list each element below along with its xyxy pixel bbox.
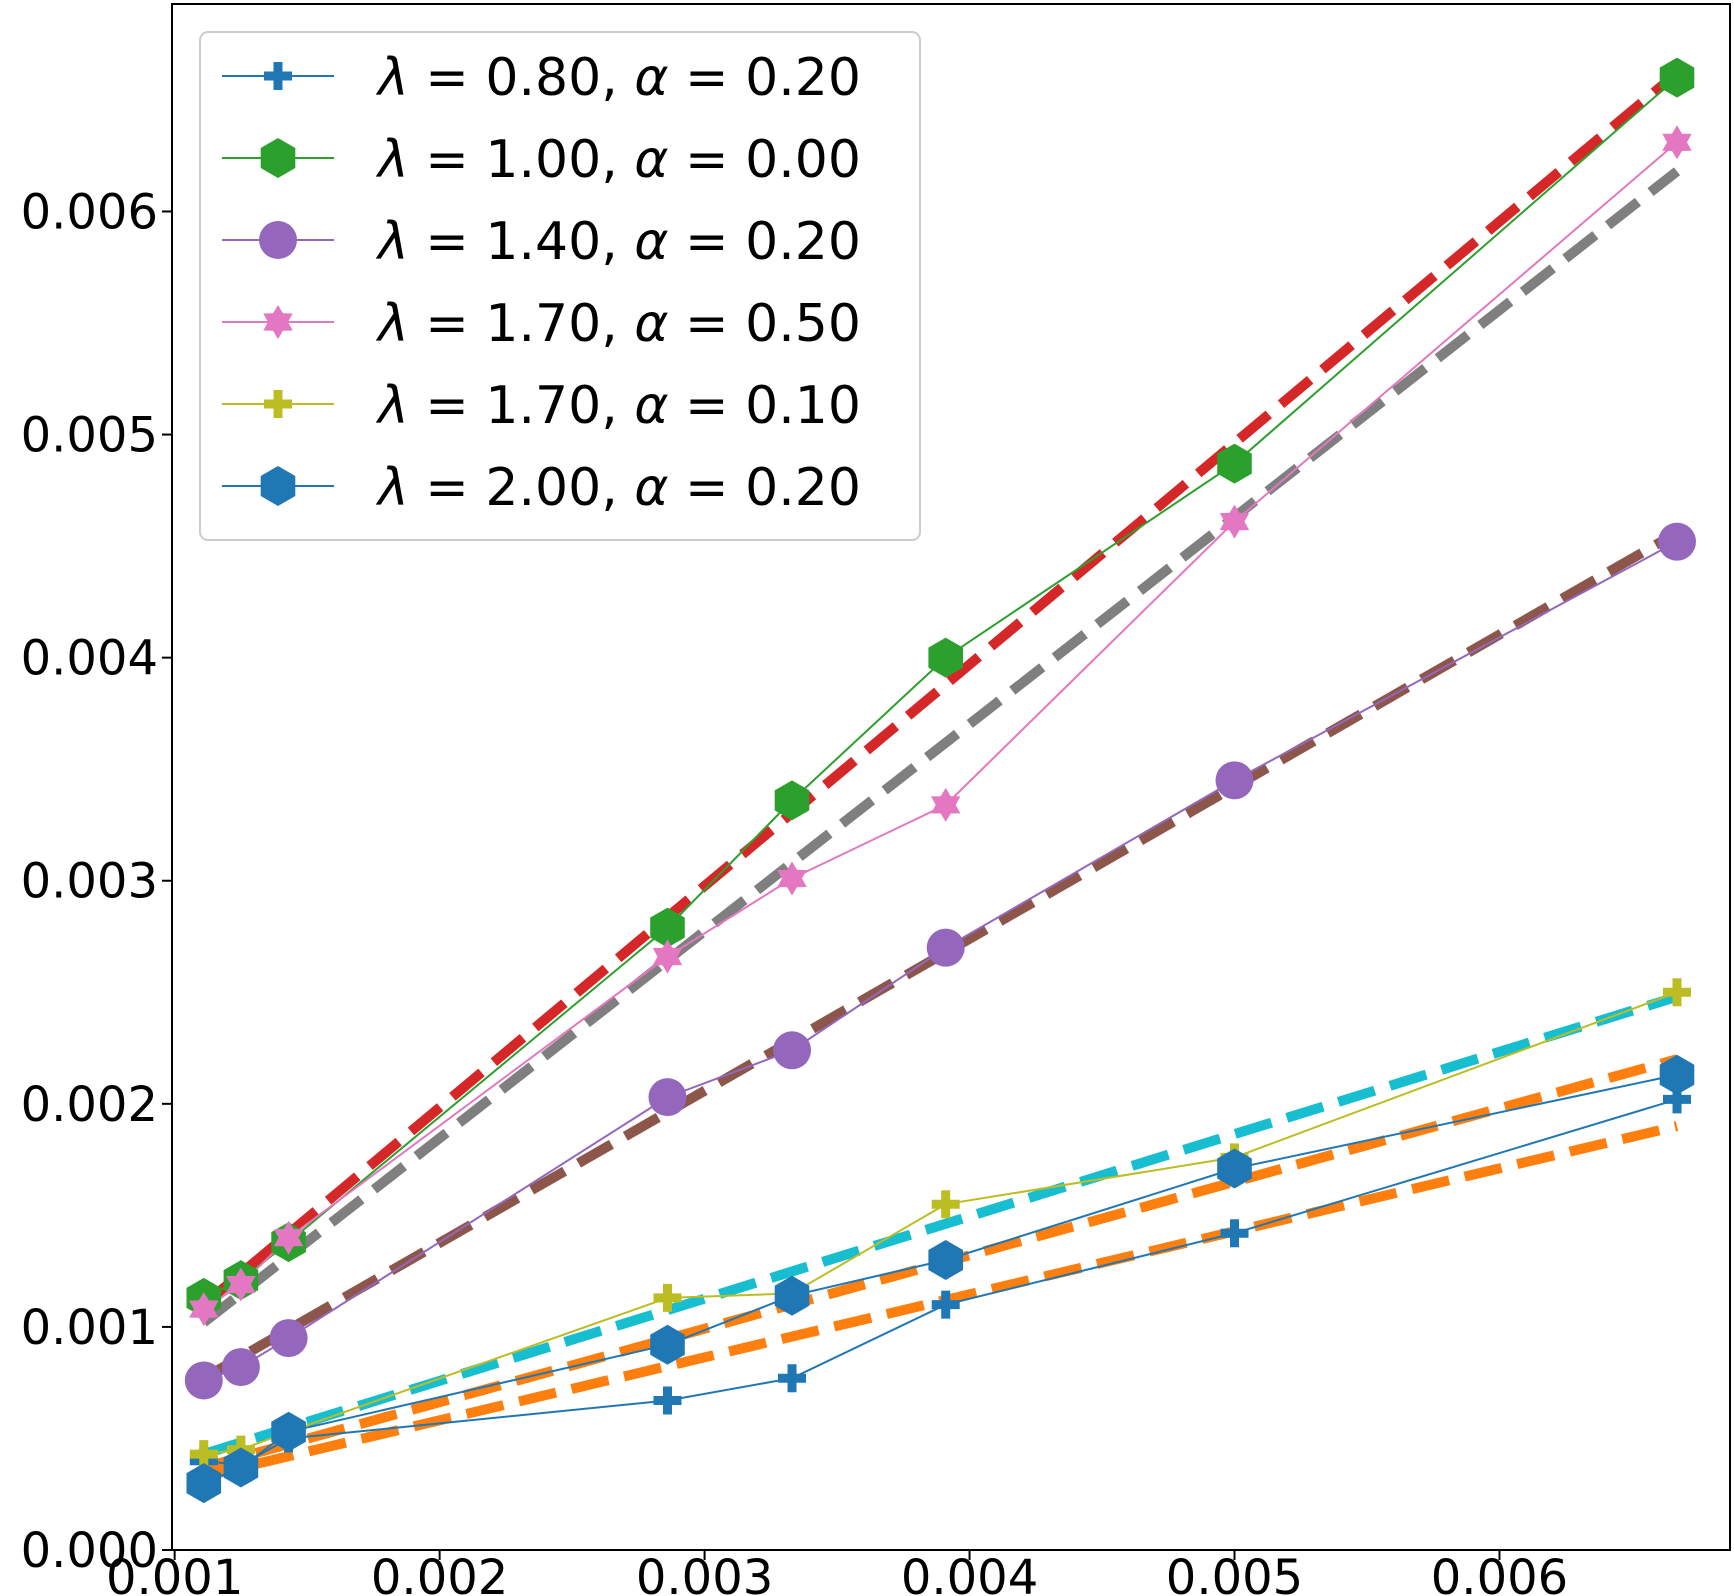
y-tick-label: 0.003	[21, 854, 158, 910]
data-point-s4-p4	[652, 939, 683, 974]
legend-entry-5: λ = 1.70, α = 0.10	[222, 376, 861, 436]
x-tick-label: 0.005	[1166, 1550, 1303, 1596]
legend-marker	[260, 138, 296, 178]
legend-marker	[263, 305, 293, 339]
data-point-s5-p4	[653, 1283, 682, 1312]
legend-label: λ = 2.00, α = 0.20	[375, 458, 861, 518]
data-point-s4-p5	[777, 861, 807, 896]
data-point-s6-p5	[774, 1275, 810, 1316]
fit-line-1	[200, 69, 1681, 1309]
x-tick-label: 0.006	[1431, 1550, 1568, 1596]
legend-label: λ = 0.80, α = 0.20	[375, 48, 861, 108]
data-point-s1-p7	[1220, 1219, 1249, 1248]
data-point-s4-p1	[189, 1292, 219, 1327]
x-tick-label: 0.004	[901, 1550, 1038, 1596]
y-tick-label: 0.006	[21, 184, 158, 240]
legend-marker	[260, 466, 296, 506]
data-point-s4-p2	[226, 1267, 256, 1302]
legend-entry-3: λ = 1.40, α = 0.20	[222, 212, 861, 272]
data-point-s2-p4	[650, 907, 685, 948]
data-point-s5-p8	[1663, 978, 1692, 1007]
data-point-s4-p7	[1219, 504, 1250, 539]
plot-frame	[171, 3, 1731, 1551]
data-point-s6-p1	[186, 1463, 222, 1504]
data-point-s6-p8	[1659, 1054, 1695, 1095]
legend: λ = 0.80, α = 0.20 λ = 1.00, α = 0.00 λ = …	[199, 31, 921, 541]
y-tick-label: 0.004	[21, 631, 158, 687]
data-point-s3-p8	[1658, 522, 1697, 561]
data-point-s4-p6	[931, 787, 961, 822]
data-point-s1-p8	[1663, 1085, 1692, 1114]
data-point-s2-p5	[774, 780, 810, 821]
legend-marker	[264, 62, 292, 90]
data-point-s3-p7	[1215, 761, 1254, 800]
data-point-s6-p4	[650, 1324, 685, 1365]
y-tick-label: 0.002	[21, 1077, 158, 1133]
data-point-s6-p3	[271, 1411, 306, 1452]
y-tick-label: 0.005	[21, 408, 158, 464]
data-point-s2-p8	[1659, 57, 1695, 98]
data-point-s3-p1	[184, 1361, 223, 1400]
y-tick-label: 0.000	[21, 1523, 158, 1579]
data-point-s3-p6	[926, 928, 965, 967]
legend-entry-1: λ = 0.80, α = 0.20	[222, 48, 861, 108]
legend-entry-4: λ = 1.70, α = 0.50	[222, 294, 861, 354]
data-point-s3-p4	[648, 1078, 687, 1117]
y-tick-label: 0.001	[21, 1300, 158, 1356]
data-point-s4-p8	[1662, 125, 1692, 160]
data-point-s4-p3	[273, 1220, 304, 1255]
data-point-s3-p5	[773, 1031, 812, 1070]
x-tick-label: 0.001	[106, 1550, 243, 1596]
legend-marker	[259, 221, 297, 259]
data-point-s3-p2	[221, 1348, 260, 1387]
legend-marker	[264, 390, 292, 418]
legend-entry-2: λ = 1.00, α = 0.00	[222, 130, 861, 190]
series-markers	[184, 57, 1697, 1504]
data-point-s6-p7	[1217, 1148, 1252, 1189]
x-tick-label: 0.003	[636, 1550, 773, 1596]
data-point-s6-p6	[928, 1240, 963, 1280]
data-point-s1-p6	[931, 1290, 960, 1319]
axes: 0.001 0.002 0.003 0.004 0.005 0.0060.0000.001…	[21, 184, 1569, 1596]
fit-line-2	[200, 167, 1681, 1327]
data-point-s1-p5	[778, 1364, 807, 1393]
legend-label: λ = 1.70, α = 0.50	[375, 294, 861, 354]
legend-label: λ = 1.40, α = 0.20	[375, 212, 861, 272]
data-point-s2-p6	[928, 637, 963, 678]
data-point-s1-p4	[653, 1386, 682, 1415]
data-point-s5-p1	[189, 1440, 218, 1469]
data-point-s6-p2	[223, 1447, 259, 1488]
x-tick-label: 0.002	[371, 1550, 508, 1596]
legend-box	[199, 31, 921, 541]
fit-line-4	[202, 991, 1679, 1459]
legend-label: λ = 1.00, α = 0.00	[375, 130, 861, 190]
legend-label: λ = 1.70, α = 0.10	[375, 376, 861, 436]
data-point-s5-p6	[931, 1190, 960, 1219]
data-point-s3-p3	[269, 1319, 308, 1358]
legend-entry-6: λ = 2.00, α = 0.20	[222, 458, 861, 518]
data-point-s2-p7	[1217, 443, 1252, 484]
